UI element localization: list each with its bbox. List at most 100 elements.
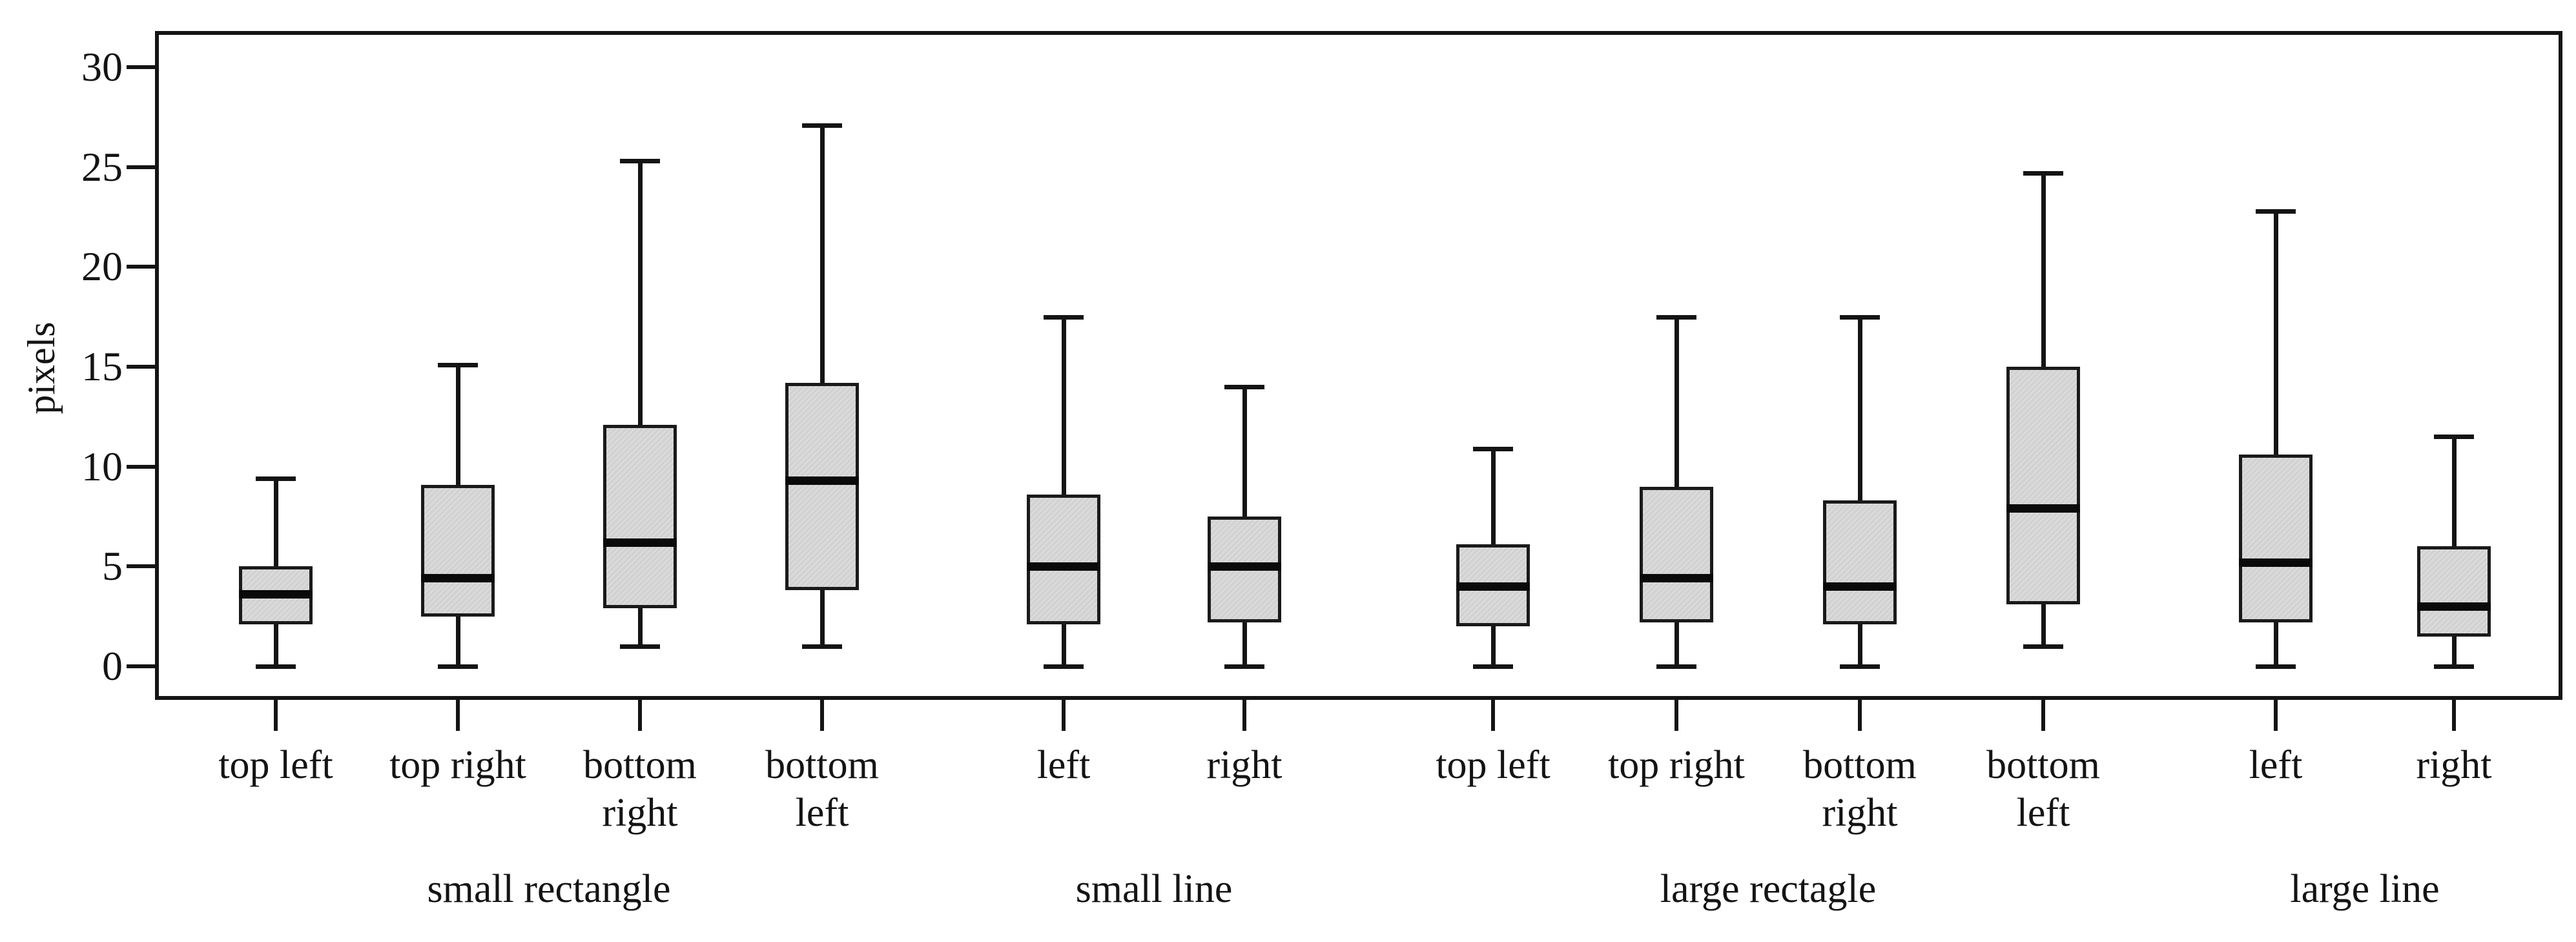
boxplot-median	[2006, 504, 2080, 513]
boxplot-box	[2239, 455, 2313, 622]
boxplot-whisker-lower	[1490, 626, 1496, 666]
boxplot-whisker-lower	[637, 608, 643, 647]
category-label: left	[2249, 743, 2303, 787]
category-label: top left	[1436, 743, 1551, 787]
boxplot-box	[2006, 367, 2080, 605]
boxplot-whisker-lower	[1857, 624, 1862, 666]
category-label: right	[1206, 743, 1283, 787]
whisker-cap-upper	[1656, 314, 1696, 320]
y-tick-label: 5	[102, 543, 123, 589]
x-tick-mark	[1491, 700, 1495, 731]
whisker-cap-lower	[2256, 664, 2296, 669]
category-label: bottom left	[1986, 743, 2100, 835]
whisker-cap-upper	[1840, 314, 1880, 320]
x-tick-mark	[456, 700, 460, 731]
x-tick-mark	[820, 700, 824, 731]
boxplot-whisker-upper	[2273, 210, 2278, 455]
category-label: bottom left	[765, 743, 879, 835]
x-tick-mark	[2274, 700, 2278, 731]
boxplot-whisker-lower	[819, 590, 825, 647]
whisker-cap-lower	[1656, 664, 1696, 669]
boxplot-whisker-lower	[2041, 604, 2046, 647]
boxplot-whisker-upper	[1490, 448, 1496, 545]
boxplot-box	[1823, 500, 1897, 625]
x-tick-mark	[1858, 700, 1862, 731]
boxplot-whisker-upper	[1674, 316, 1679, 487]
whisker-cap-lower	[2023, 644, 2063, 650]
boxplot-box	[603, 424, 677, 609]
boxplot-median	[2417, 602, 2491, 611]
y-tick-mark	[127, 464, 155, 469]
y-tick-label: 25	[81, 143, 123, 190]
whisker-cap-upper	[802, 123, 842, 128]
boxplot-median	[421, 574, 495, 583]
boxplot-box	[421, 484, 495, 617]
whisker-cap-upper	[620, 159, 660, 164]
boxplot-whisker-lower	[455, 616, 460, 666]
category-label: left	[1036, 743, 1091, 787]
boxplot-median	[1823, 582, 1897, 591]
whisker-cap-lower	[438, 664, 478, 669]
y-tick-mark	[127, 265, 155, 269]
boxplot-whisker-lower	[1674, 622, 1679, 666]
boxplot-whisker-lower	[2451, 636, 2457, 666]
group-label: small rectangle	[427, 867, 671, 911]
boxplot-whisker-upper	[1061, 316, 1066, 495]
category-label: top right	[389, 743, 526, 787]
x-tick-mark	[1062, 700, 1066, 731]
whisker-cap-lower	[1840, 664, 1880, 669]
y-tick-mark	[127, 564, 155, 569]
x-tick-mark	[1674, 700, 1678, 731]
boxplot-box	[1027, 495, 1100, 625]
whisker-cap-upper	[2023, 171, 2063, 176]
boxplot-box	[1640, 486, 1713, 622]
y-tick-mark	[127, 165, 155, 169]
boxplot-whisker-upper	[637, 161, 643, 425]
x-tick-mark	[638, 700, 642, 731]
boxplot-median	[1027, 562, 1100, 571]
category-label: bottom right	[583, 743, 697, 835]
boxplot-median	[1208, 562, 1281, 571]
x-tick-mark	[1242, 700, 1246, 731]
boxplot-median	[785, 476, 859, 485]
boxplot-whisker-upper	[455, 364, 460, 485]
category-label: bottom right	[1803, 743, 1917, 835]
y-tick-label: 0	[102, 643, 123, 689]
boxplot-median	[2239, 558, 2313, 567]
boxplot-whisker-upper	[1857, 316, 1862, 501]
whisker-cap-upper	[1473, 446, 1513, 451]
boxplot-whisker-upper	[2041, 173, 2046, 367]
boxplot-whisker-lower	[1061, 624, 1066, 666]
x-tick-mark	[2041, 700, 2045, 731]
y-tick-mark	[127, 664, 155, 668]
x-tick-mark	[2452, 700, 2456, 731]
whisker-cap-lower	[620, 644, 660, 650]
boxplot-whisker-upper	[819, 125, 825, 383]
y-tick-mark	[127, 65, 155, 70]
boxplot-whisker-lower	[273, 624, 278, 666]
whisker-cap-upper	[2256, 209, 2296, 214]
category-label: top left	[218, 743, 333, 787]
whisker-cap-upper	[2434, 435, 2474, 440]
plot-area	[155, 31, 2562, 700]
whisker-cap-lower	[1044, 664, 1084, 669]
boxplot-median	[1456, 582, 1530, 591]
whisker-cap-upper	[438, 362, 478, 367]
y-tick-mark	[127, 365, 155, 369]
boxplot-median	[603, 538, 677, 547]
whisker-cap-lower	[256, 664, 296, 669]
y-tick-label: 15	[81, 343, 123, 390]
x-tick-mark	[274, 700, 278, 731]
category-label: right	[2416, 743, 2492, 787]
y-tick-label: 20	[81, 243, 123, 290]
category-label: top right	[1608, 743, 1745, 787]
whisker-cap-lower	[2434, 664, 2474, 669]
boxplot-box	[2417, 546, 2491, 637]
boxplot-whisker-lower	[1242, 622, 1247, 666]
whisker-cap-upper	[256, 476, 296, 482]
y-tick-label: 30	[81, 44, 123, 90]
group-label: large rectagle	[1660, 867, 1877, 911]
whisker-cap-upper	[1224, 384, 1264, 389]
y-tick-label: 10	[81, 443, 123, 489]
